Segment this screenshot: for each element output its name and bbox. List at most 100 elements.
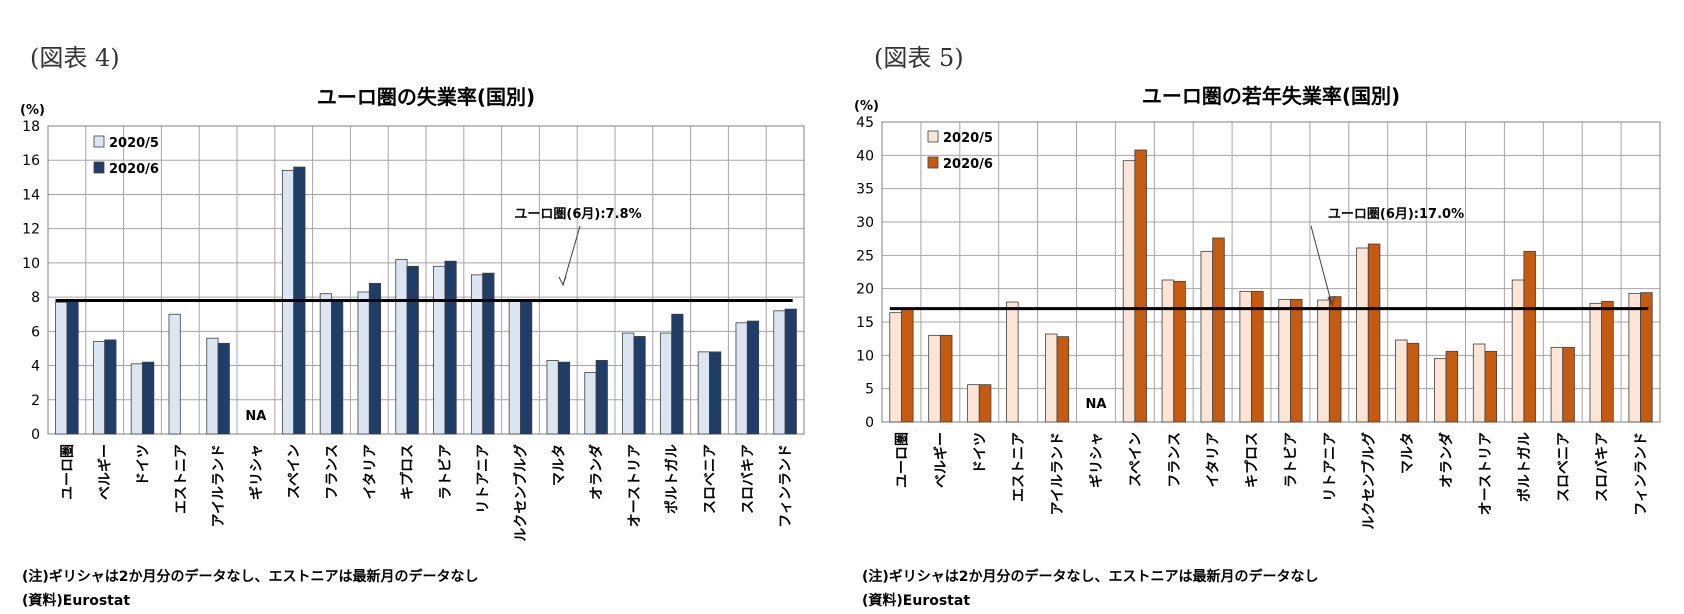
y-tick-label: 4	[31, 359, 40, 375]
bar-series1	[889, 312, 902, 423]
x-tick-label: ベルギー	[932, 432, 949, 488]
y-axis-label: (%)	[20, 103, 45, 118]
left-chart-panel: (図表 4) ユーロ圏の失業率(国別) (%) 0 2 4 6 8 10 12 14 16 18 NA ユ…	[20, 44, 805, 609]
x-tick-label: イタリア	[362, 444, 378, 499]
bar-series2	[1406, 342, 1420, 423]
bar-series2	[595, 360, 608, 435]
annotation-arrow	[562, 225, 581, 286]
legend-swatch	[927, 156, 939, 169]
x-tick-label: ルクセンブルグ	[513, 444, 530, 542]
bar-series1	[584, 371, 597, 435]
y-tick-label: 12	[22, 222, 40, 238]
bar-series1	[1239, 290, 1252, 423]
x-tick-label: オランダ	[588, 444, 605, 500]
bar-series1	[395, 259, 408, 435]
x-tick-label: エストニア	[1011, 432, 1027, 502]
footnote: (注)ギリシャは2か月分のデータなし、エストニアは最新月のデータなし	[22, 569, 479, 585]
bar-series2	[784, 308, 797, 435]
bar-series2	[1367, 243, 1381, 423]
bar-series1	[1044, 333, 1058, 423]
x-tick-label: マルタ	[551, 444, 567, 486]
x-tick-label: ドイツ	[136, 444, 152, 486]
bar-series1	[357, 291, 370, 435]
y-axis-label: (%)	[854, 99, 879, 114]
bar-series1	[659, 332, 673, 435]
x-tick-label: キプロス	[1245, 432, 1261, 488]
x-tick-label: ポルトガル	[1516, 432, 1533, 502]
y-tick-label: 45	[856, 115, 874, 131]
x-tick-label: フランス	[1167, 432, 1183, 488]
y-tick-label: 2	[31, 393, 40, 409]
x-tick-label: フィンランド	[1634, 432, 1650, 516]
y-tick-label: 10	[856, 348, 874, 364]
bar-series1	[1122, 160, 1136, 423]
x-tick-label: ポルトガル	[664, 444, 681, 514]
bar-series2	[1523, 250, 1536, 423]
bar-series2	[1134, 149, 1147, 423]
x-tick-label: ベルギー	[97, 444, 114, 500]
bar-series2	[104, 339, 117, 435]
bar-series2	[1601, 300, 1614, 423]
legend-swatch	[93, 161, 105, 174]
x-tick-label: イタリア	[1206, 432, 1222, 487]
bar-series2	[1251, 290, 1264, 423]
plot-area-border	[881, 121, 1661, 423]
figure-label: (図表 4)	[30, 44, 120, 72]
bar-series1	[92, 341, 106, 435]
bar-series1	[319, 293, 332, 435]
bar-series1	[206, 337, 219, 435]
bar-series2	[1173, 280, 1186, 423]
bar-series1	[1511, 279, 1525, 423]
footnote: (注)ギリシャは2か月分のデータなし、エストニアは最新月のデータなし	[862, 569, 1319, 585]
legend-label: 2020/5	[109, 136, 159, 151]
bar-series1	[773, 310, 786, 435]
x-tick-label: ルクセンブルグ	[1360, 432, 1377, 530]
y-tick-label: 18	[22, 119, 40, 135]
bar-series2	[1212, 237, 1225, 423]
bar-series2	[633, 336, 646, 435]
bar-series1	[1395, 339, 1408, 423]
y-tick-label: 15	[856, 315, 874, 331]
bar-series1	[1161, 279, 1175, 423]
y-tick-label: 10	[22, 256, 40, 272]
x-tick-label: ドイツ	[972, 432, 988, 474]
y-tick-label: 40	[856, 148, 874, 164]
legend-swatch	[927, 130, 939, 143]
bar-series2	[331, 300, 344, 435]
bar-series1	[281, 170, 295, 435]
x-tick-label: ラトビア	[438, 444, 454, 500]
na-label: NA	[1085, 397, 1106, 412]
bar-series1	[1278, 298, 1291, 423]
reference-line-annotation: ユーロ圏(6月):17.0%	[1328, 207, 1464, 222]
bar-series2	[709, 351, 722, 435]
y-tick-label: 30	[856, 215, 874, 231]
x-tick-label: フランス	[325, 444, 341, 500]
y-tick-label: 8	[31, 290, 40, 306]
bar-series2	[66, 300, 79, 435]
bar-series2	[1445, 350, 1459, 423]
y-tick-label: 14	[22, 187, 40, 203]
y-tick-label: 20	[856, 282, 874, 298]
plot-area-border	[47, 125, 805, 435]
y-tick-label: 5	[865, 382, 874, 398]
bar-series2	[217, 342, 230, 435]
na-label: NA	[245, 409, 266, 424]
bar-series2	[746, 320, 760, 435]
y-tick-label: 16	[22, 153, 40, 169]
bar-series1	[168, 313, 181, 435]
y-tick-label: 0	[865, 415, 874, 431]
right-chart-panel: (図表 5) ユーロ圏の若年失業率(国別) (%) 0 5 10 15 20 25 30 35 40…	[842, 0, 1684, 614]
bar-series1	[1628, 292, 1641, 423]
bar-series2	[1290, 298, 1303, 423]
bar-series2	[1562, 346, 1575, 423]
source-note: (資料)Eurostat	[862, 593, 971, 609]
y-tick-label: 6	[31, 324, 40, 340]
x-tick-label: フィンランド	[778, 444, 794, 528]
bar-series2	[671, 313, 684, 435]
x-tick-label: オーストリア	[1478, 432, 1494, 515]
bar-series2	[939, 334, 953, 423]
x-tick-label: ユーロ圏	[894, 432, 910, 488]
bar-series2	[142, 361, 155, 435]
bar-series2	[444, 260, 457, 435]
legend-swatch	[93, 135, 105, 148]
